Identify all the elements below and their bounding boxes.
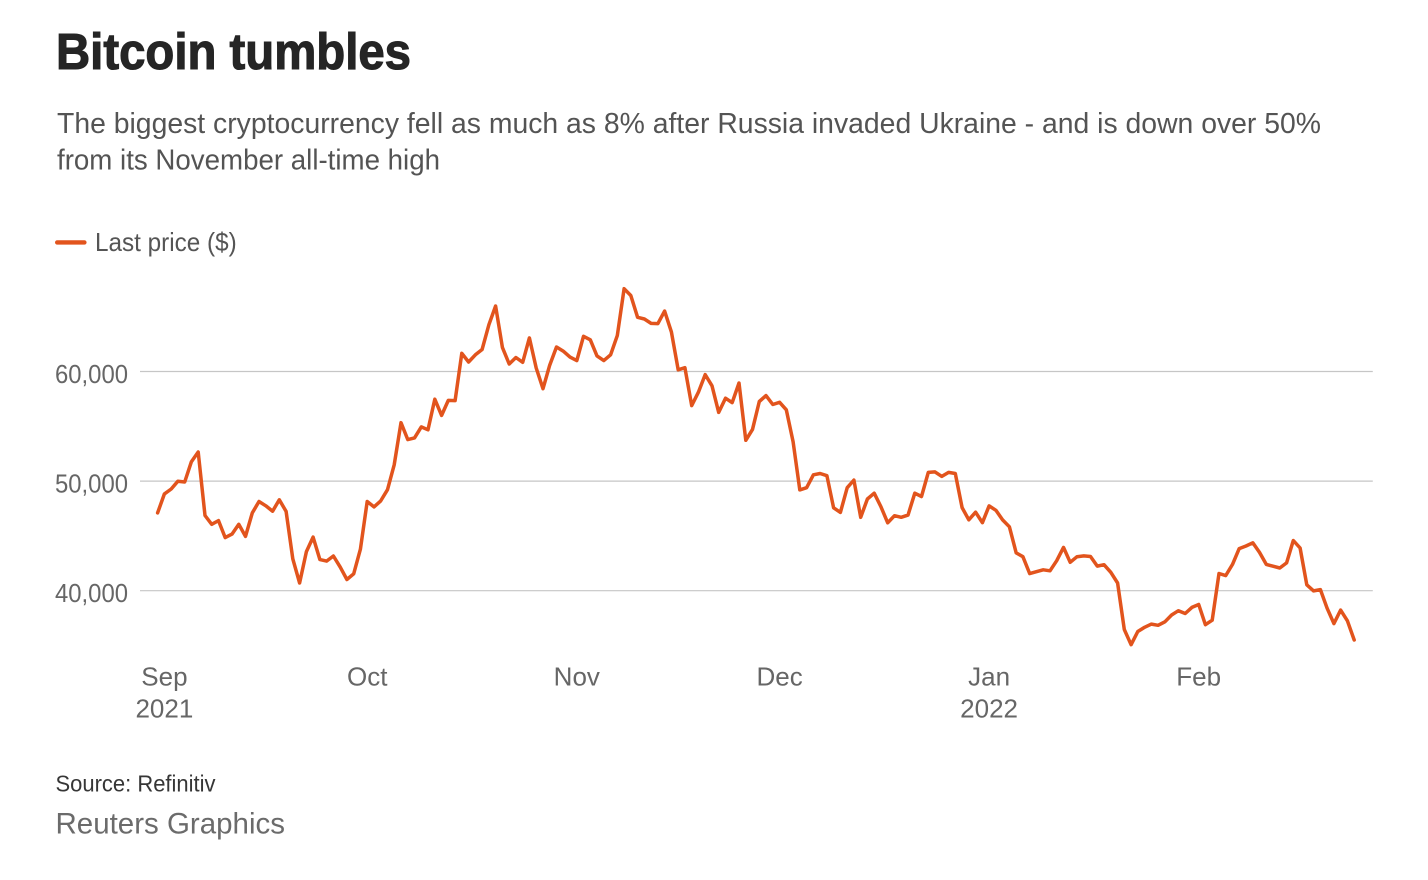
svg-text:Reuters Graphics: Reuters Graphics — [56, 807, 286, 840]
svg-text:Jan: Jan — [968, 661, 1010, 691]
svg-text:Last price ($): Last price ($) — [95, 227, 237, 257]
svg-text:Source: Refinitiv: Source: Refinitiv — [56, 771, 216, 797]
svg-text:40,000: 40,000 — [55, 578, 128, 608]
svg-text:2022: 2022 — [960, 694, 1018, 724]
svg-text:50,000: 50,000 — [55, 468, 128, 498]
svg-text:The biggest cryptocurrency fel: The biggest cryptocurrency fell as much … — [57, 108, 1321, 140]
svg-text:from its November all-time hig: from its November all-time high — [57, 144, 440, 176]
svg-text:Bitcoin tumbles: Bitcoin tumbles — [56, 23, 411, 80]
svg-text:60,000: 60,000 — [55, 359, 128, 389]
svg-text:Nov: Nov — [554, 661, 600, 691]
svg-text:2021: 2021 — [135, 694, 193, 724]
svg-text:Oct: Oct — [347, 661, 388, 691]
svg-text:Sep: Sep — [141, 661, 187, 691]
svg-text:Dec: Dec — [756, 661, 802, 691]
svg-text:Feb: Feb — [1176, 661, 1221, 691]
